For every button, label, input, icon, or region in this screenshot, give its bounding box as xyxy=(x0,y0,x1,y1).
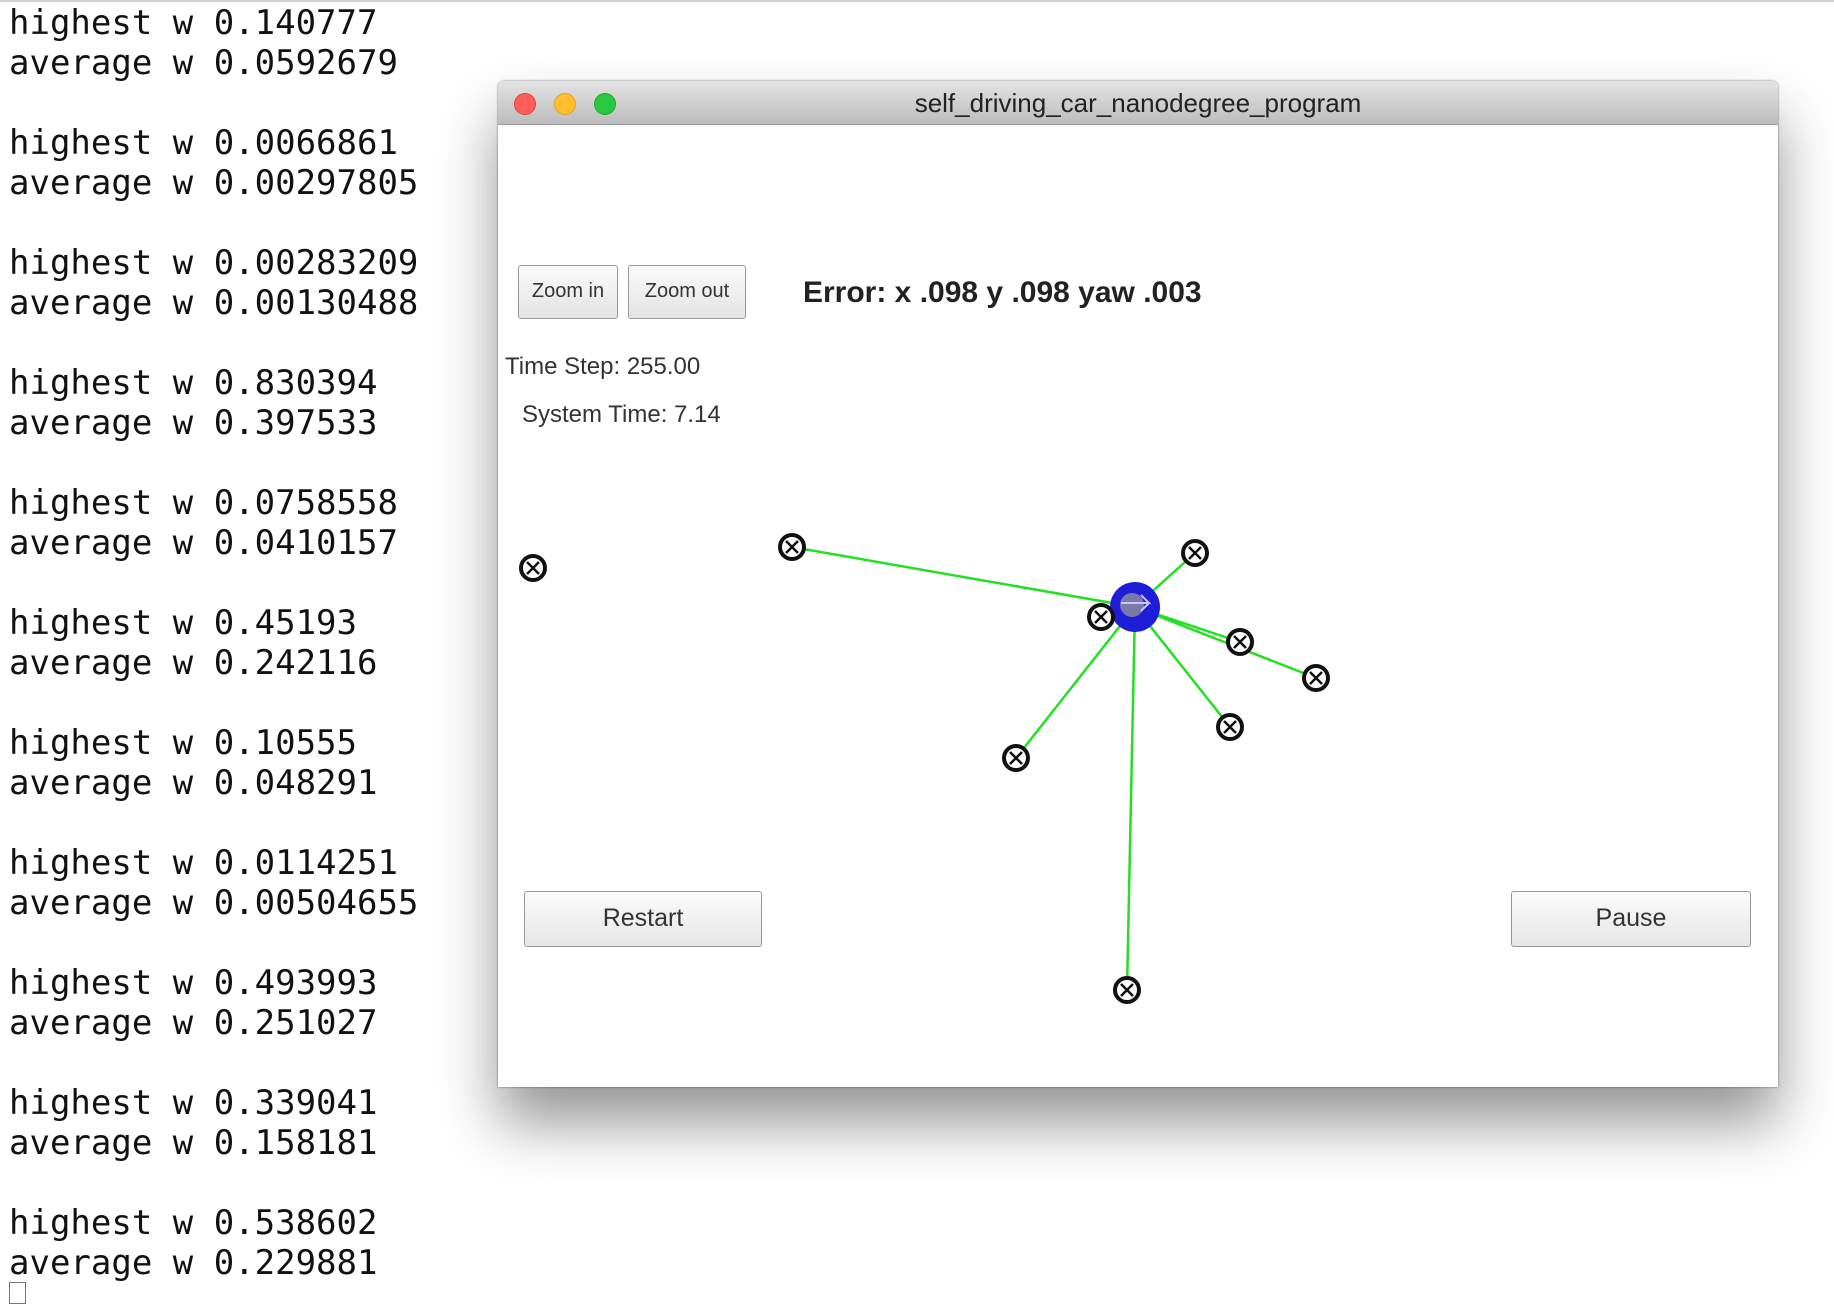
landmark-icon xyxy=(1113,976,1141,1004)
log-line: average w 0.229881 xyxy=(9,1243,378,1283)
landmark-icon xyxy=(1216,713,1244,741)
log-line: highest w 0.0114251 xyxy=(9,843,398,883)
maximize-window-button[interactable] xyxy=(594,93,616,115)
log-line: average w 0.251027 xyxy=(9,1003,378,1043)
log-line: highest w 0.10555 xyxy=(9,723,357,763)
landmark-icon xyxy=(778,533,806,561)
log-line: highest w 0.493993 xyxy=(9,963,378,1003)
log-line: average w 0.048291 xyxy=(9,763,378,803)
landmark-icon xyxy=(1302,664,1330,692)
simulation-map xyxy=(519,533,1330,1004)
simulator-window: self_driving_car_nanodegree_program Zoom… xyxy=(498,81,1778,1087)
landmark-icon xyxy=(1181,539,1209,567)
log-line: average w 0.0592679 xyxy=(9,43,398,83)
zoom-in-button[interactable]: Zoom in xyxy=(518,265,618,319)
restart-button[interactable]: Restart xyxy=(524,891,762,947)
observation-line xyxy=(1134,606,1231,728)
log-line: average w 0.00504655 xyxy=(9,883,419,923)
car-marker-icon xyxy=(1110,582,1160,632)
log-line: average w 0.158181 xyxy=(9,1123,378,1163)
log-line: average w 0.00297805 xyxy=(9,163,419,203)
minimize-window-button[interactable] xyxy=(554,93,576,115)
log-line: highest w 0.830394 xyxy=(9,363,378,403)
log-line: average w 0.00130488 xyxy=(9,283,419,323)
landmark-icon xyxy=(1002,744,1030,772)
observation-line xyxy=(1134,605,1317,680)
landmark-icon xyxy=(1087,603,1115,631)
top-border xyxy=(0,0,1834,2)
log-line: highest w 0.00283209 xyxy=(9,243,419,283)
log-line: highest w 0.0758558 xyxy=(9,483,398,523)
log-line: average w 0.242116 xyxy=(9,643,378,683)
log-line: highest w 0.45193 xyxy=(9,603,357,643)
observation-line xyxy=(1015,606,1136,759)
observation-line xyxy=(791,545,1136,609)
terminal-log: highest w 0.140777 average w 0.0592679 hig… xyxy=(0,0,500,1304)
close-window-button[interactable] xyxy=(514,93,536,115)
log-line: highest w 0.538602 xyxy=(9,1203,378,1243)
pause-button[interactable]: Pause xyxy=(1511,891,1751,947)
log-line: highest w 0.339041 xyxy=(9,1083,378,1123)
landmark-icon xyxy=(1226,628,1254,656)
window-title-bar[interactable]: self_driving_car_nanodegree_program xyxy=(498,81,1778,125)
system-time-readout: System Time: 7.14 xyxy=(522,401,721,428)
log-line: highest w 0.140777 xyxy=(9,3,378,43)
window-title: self_driving_car_nanodegree_program xyxy=(914,88,1362,118)
log-line: average w 0.397533 xyxy=(9,403,378,443)
time-step-readout: Time Step: 255.00 xyxy=(505,353,701,380)
zoom-out-button[interactable]: Zoom out xyxy=(628,265,746,319)
landmark-icon xyxy=(519,554,547,582)
log-line: average w 0.0410157 xyxy=(9,523,398,563)
terminal-cursor xyxy=(9,1282,26,1304)
observation-line xyxy=(1125,606,1137,991)
error-readout: Error: x .098 y .098 yaw .003 xyxy=(803,276,1202,309)
log-line: highest w 0.0066861 xyxy=(9,123,398,163)
